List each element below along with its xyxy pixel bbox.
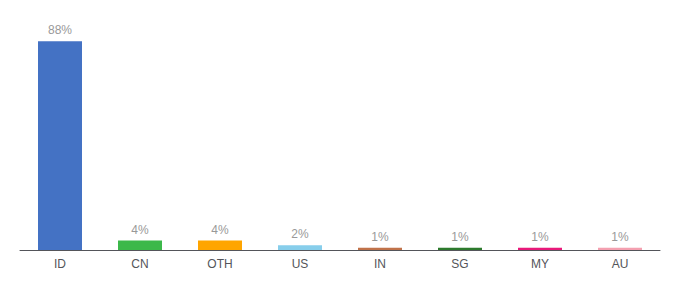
svg-text:AU: AU [612,257,629,271]
svg-text:4%: 4% [131,223,149,237]
svg-text:IN: IN [374,257,386,271]
svg-text:1%: 1% [531,230,549,244]
svg-text:ID: ID [54,257,66,271]
svg-text:MY: MY [531,257,549,271]
svg-text:OTH: OTH [207,257,232,271]
svg-text:CN: CN [131,257,148,271]
svg-text:1%: 1% [611,230,629,244]
svg-text:1%: 1% [451,230,469,244]
svg-text:4%: 4% [211,223,229,237]
svg-text:88%: 88% [48,23,72,37]
svg-text:US: US [292,257,309,271]
svg-text:SG: SG [451,257,468,271]
svg-text:1%: 1% [371,230,389,244]
svg-text:2%: 2% [291,227,309,241]
